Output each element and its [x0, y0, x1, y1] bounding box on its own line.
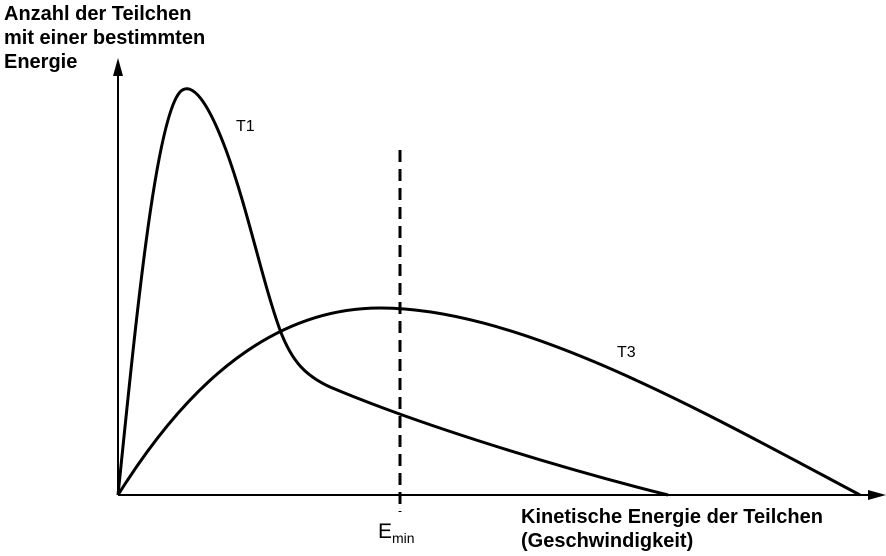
- emin-label: Emin: [378, 520, 415, 546]
- x-axis-arrowhead: [868, 490, 886, 500]
- y-axis-title-line-1: Anzahl der Teilchen: [4, 3, 192, 25]
- y-axis-title-line-3: Energie: [4, 51, 78, 73]
- emin-subscript: min: [392, 530, 415, 546]
- y-axis-arrowhead: [113, 58, 123, 76]
- curve-label-t3: T3: [617, 344, 636, 361]
- curve-t3: [116, 306, 861, 497]
- x-axis-title-line-1: Kinetische Energie der Teilchen: [521, 506, 823, 528]
- x-axis-title: Kinetische Energie der Teilchen (Geschwi…: [521, 505, 823, 553]
- curve-label-t1: T1: [236, 118, 255, 135]
- y-axis-title-line-2: mit einer bestimmten: [4, 27, 206, 49]
- y-axis-title: Anzahl der Teilchen mit einer bestimmten…: [4, 2, 205, 74]
- curve-t1: [116, 87, 669, 497]
- x-axis-title-line-2: (Geschwindigkeit): [521, 530, 694, 552]
- emin-symbol: E: [378, 520, 393, 543]
